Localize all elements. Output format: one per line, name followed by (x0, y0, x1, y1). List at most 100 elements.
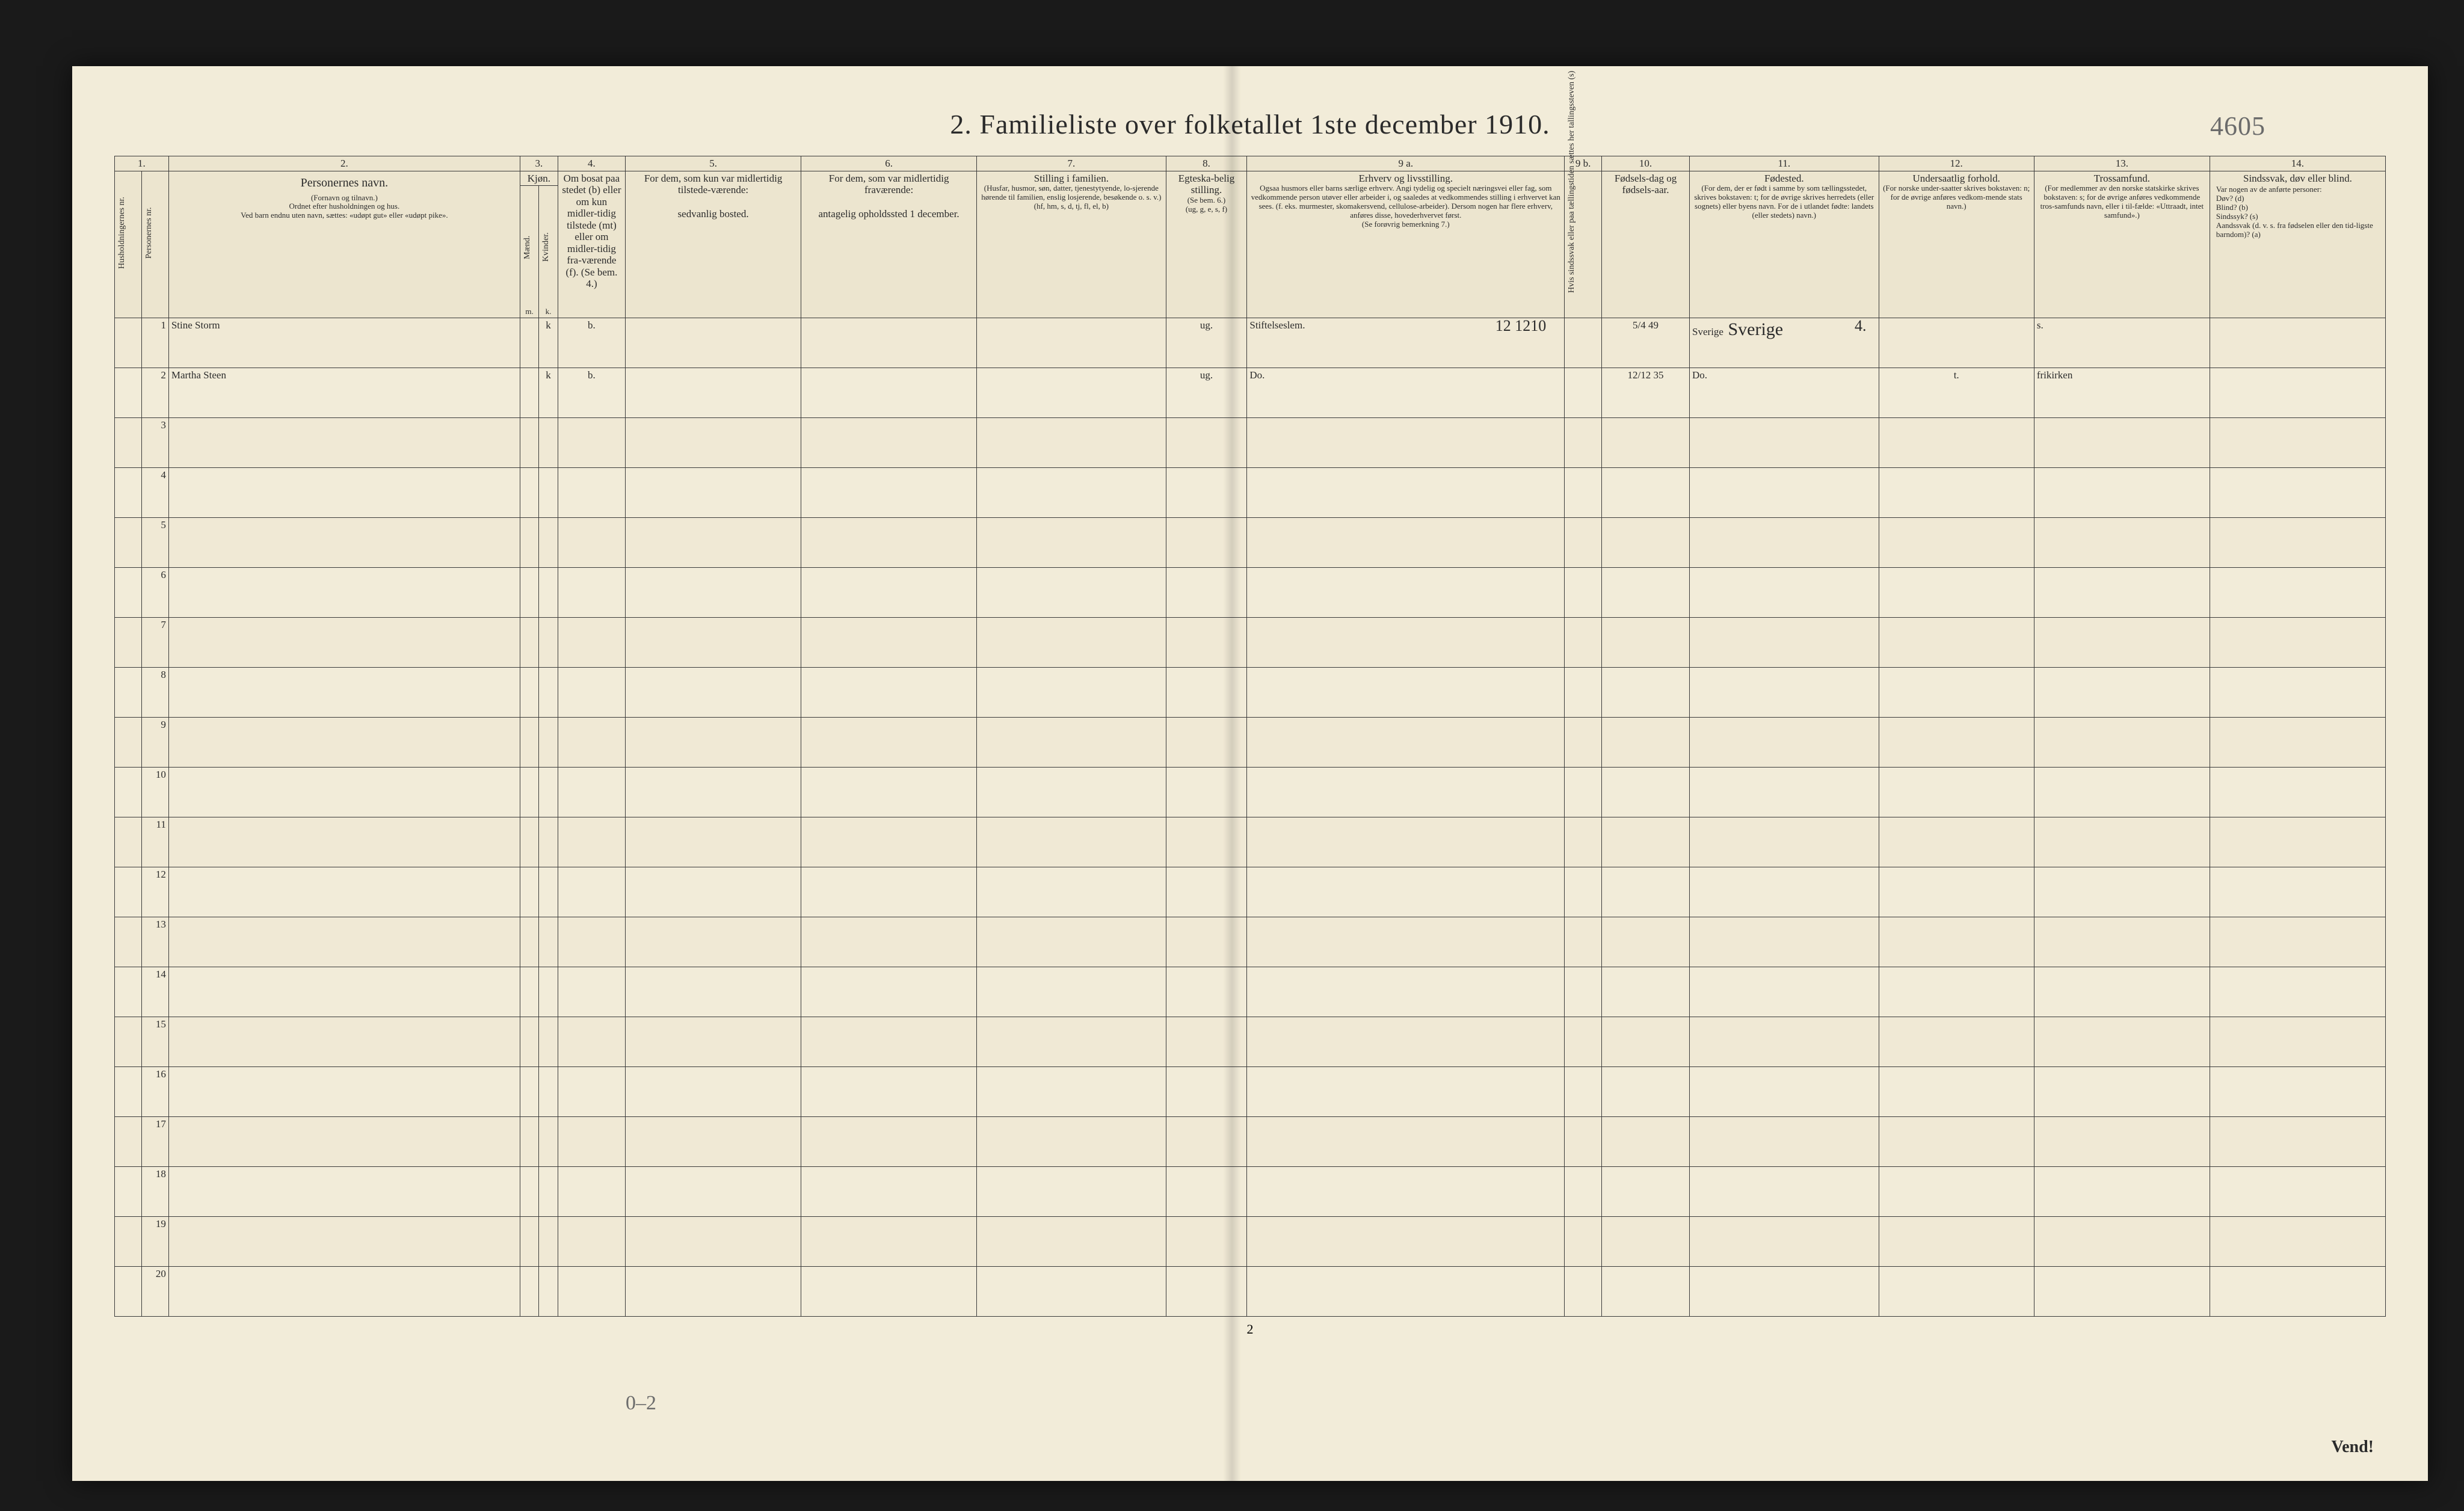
cell-person-nr: 11 (141, 817, 168, 867)
hdr-sex-k-abbr: k. (541, 307, 555, 316)
cell-bosat (558, 817, 625, 867)
cell-trossamfund (2034, 668, 2210, 718)
cell-sex-k (539, 917, 558, 967)
hdr-c11-title: Fødested. (1692, 173, 1876, 185)
cell-opholdssted (801, 1267, 977, 1317)
cell-stilling-fam (977, 1167, 1166, 1217)
cell-undersaatlig (1879, 718, 2034, 768)
cell-fodselsdag (1602, 867, 1690, 917)
cell-opholdssted (801, 618, 977, 668)
cell-sex-m (520, 718, 538, 768)
hdr-names-title: Personernes navn. (171, 176, 517, 190)
cell-undersaatlig (1879, 668, 2034, 718)
cell-erhverv (1247, 1217, 1565, 1267)
cell-sex-k (539, 518, 558, 568)
cell-sindssvak (2210, 917, 2385, 967)
cell-sindssvak (2210, 418, 2385, 468)
title-text: 2. Familieliste over folketallet 1ste de… (950, 109, 1550, 140)
cell-household-nr (115, 418, 142, 468)
overwrite-c9: 12 1210 (1495, 318, 1547, 335)
hdr-c6-title: For dem, som var midlertidig fraværende: (804, 173, 974, 196)
colnum-14: 14. (2210, 156, 2385, 171)
hdr-stilling-fam: Stilling i familien. (Husfar, husmor, sø… (977, 171, 1166, 318)
cell-sex-k (539, 568, 558, 618)
cell-opholdssted (801, 418, 977, 468)
cell-opholdssted (801, 917, 977, 967)
cell-sex-k (539, 967, 558, 1017)
cell-egteskab (1166, 1167, 1247, 1217)
cell-egteskab (1166, 1267, 1247, 1317)
cell-name (168, 817, 520, 867)
cell-erhverv-text: Do. (1249, 369, 1264, 381)
cell-person-nr: 4 (141, 468, 168, 518)
cell-household-nr (115, 1167, 142, 1217)
cell-sex-m (520, 917, 538, 967)
table-row: 10 (115, 768, 2386, 817)
cell-fodested (1690, 917, 1879, 967)
cell-fodselsdag (1602, 468, 1690, 518)
cell-egteskab (1166, 718, 1247, 768)
cell-opholdssted (801, 368, 977, 418)
handwritten-bottom: 0–2 (626, 1392, 656, 1415)
cell-fodselsdag (1602, 418, 1690, 468)
table-row: 16 (115, 1067, 2386, 1117)
cell-trossamfund (2034, 618, 2210, 668)
cell-stilling-fam (977, 817, 1166, 867)
hdr-c14-body: Var nogen av de anførte personer: Døv? (… (2213, 184, 2383, 241)
cell-fodested (1690, 618, 1879, 668)
cell-bosat (558, 718, 625, 768)
cell-sex-k (539, 817, 558, 867)
table-row: 1Stine Stormkb.ug.12 1210Stiftelseslem.5… (115, 318, 2386, 368)
cell-sindssvak (2210, 618, 2385, 668)
cell-undersaatlig (1879, 618, 2034, 668)
hdr-c5-title: For dem, som kun var midlertidig tilsted… (628, 173, 798, 196)
cell-stilling-fam (977, 318, 1166, 368)
cell-erhverv (1247, 418, 1565, 468)
cell-9b (1565, 418, 1602, 468)
cell-bosat (558, 967, 625, 1017)
cell-erhverv (1247, 1117, 1565, 1167)
census-ledger-table: 1. 2. 3. 4. 5. 6. 7. 8. 9 a. 9 b. 10. 11… (114, 156, 2386, 1317)
cell-undersaatlig (1879, 917, 2034, 967)
table-row: 8 (115, 668, 2386, 718)
cell-opholdssted (801, 967, 977, 1017)
cell-sex-k (539, 768, 558, 817)
cell-sedvanlig (626, 668, 801, 718)
cell-sedvanlig (626, 967, 801, 1017)
cell-bosat (558, 1117, 625, 1167)
hdr-c7-title: Stilling i familien. (979, 173, 1163, 185)
cell-egteskab (1166, 568, 1247, 618)
cell-trossamfund: s. (2034, 318, 2210, 368)
cell-sedvanlig (626, 418, 801, 468)
cell-person-nr: 10 (141, 768, 168, 817)
cell-sex-m (520, 1017, 538, 1067)
cell-fodested-extra: Sverige (1723, 319, 1783, 339)
cell-fodselsdag (1602, 1217, 1690, 1267)
cell-bosat: b. (558, 318, 625, 368)
cell-sedvanlig (626, 1217, 801, 1267)
handwritten-number-top: 4605 (2210, 111, 2265, 141)
cell-sex-m (520, 618, 538, 668)
cell-erhverv (1247, 468, 1565, 518)
cell-fodselsdag: 12/12 35 (1602, 368, 1690, 418)
cell-sex-k (539, 867, 558, 917)
cell-opholdssted (801, 468, 977, 518)
colnum-2: 2. (168, 156, 520, 171)
cell-person-nr: 7 (141, 618, 168, 668)
cell-erhverv (1247, 518, 1565, 568)
cell-undersaatlig (1879, 768, 2034, 817)
cell-sindssvak (2210, 568, 2385, 618)
cell-sindssvak (2210, 1167, 2385, 1217)
cell-erhverv: Do. (1247, 368, 1565, 418)
table-header: 1. 2. 3. 4. 5. 6. 7. 8. 9 a. 9 b. 10. 11… (115, 156, 2386, 318)
cell-egteskab (1166, 967, 1247, 1017)
cell-egteskab: ug. (1166, 368, 1247, 418)
cell-bosat (558, 1167, 625, 1217)
table-row: 2Martha Steenkb.ug.Do.12/12 35Do.t.friki… (115, 368, 2386, 418)
cell-egteskab (1166, 817, 1247, 867)
cell-fodested-text: Do. (1692, 369, 1707, 381)
colnum-12: 12. (1879, 156, 2034, 171)
cell-fodested (1690, 668, 1879, 718)
cell-opholdssted (801, 1117, 977, 1167)
cell-sedvanlig (626, 1117, 801, 1167)
